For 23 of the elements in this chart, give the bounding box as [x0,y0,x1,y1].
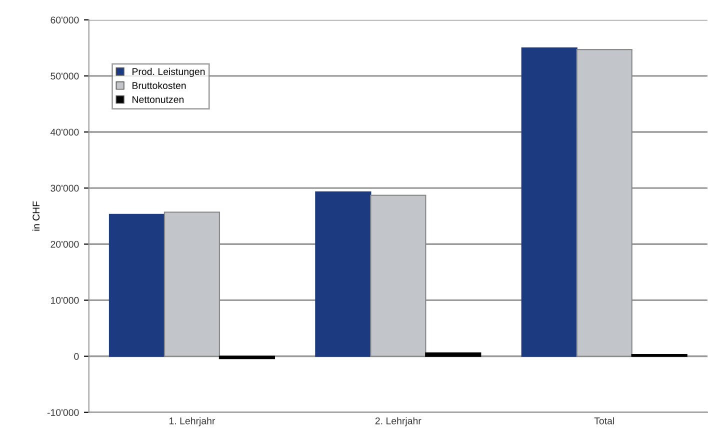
bar [425,352,482,357]
x-tick-label: Total [594,417,614,424]
bar [108,214,166,357]
y-axis-title: in CHF [32,201,40,231]
bar [164,212,220,357]
bar [576,49,632,357]
y-tick-label: 10'000 [51,296,79,304]
legend-label: Prod. Leistungen [132,68,205,77]
x-tick-label: 2. Lehrjahr [375,417,422,426]
legend-label: Bruttokosten [132,82,186,90]
legend-label: Nettonutzen [132,96,184,103]
x-tick-label: 1. Lehrjahr [169,417,216,426]
bar [315,191,372,357]
y-tick-label: -10'000 [47,409,79,416]
y-tick-label: 40'000 [50,128,79,136]
y-tick-label: 20'000 [50,240,79,248]
bar [521,47,578,357]
y-tick-label: 30'000 [50,184,79,192]
y-tick-label: 0 [74,353,79,360]
y-tick-label: 60'000 [50,16,79,24]
bar [370,194,426,357]
y-tick-label: 50'000 [50,72,79,80]
bar [218,356,275,360]
